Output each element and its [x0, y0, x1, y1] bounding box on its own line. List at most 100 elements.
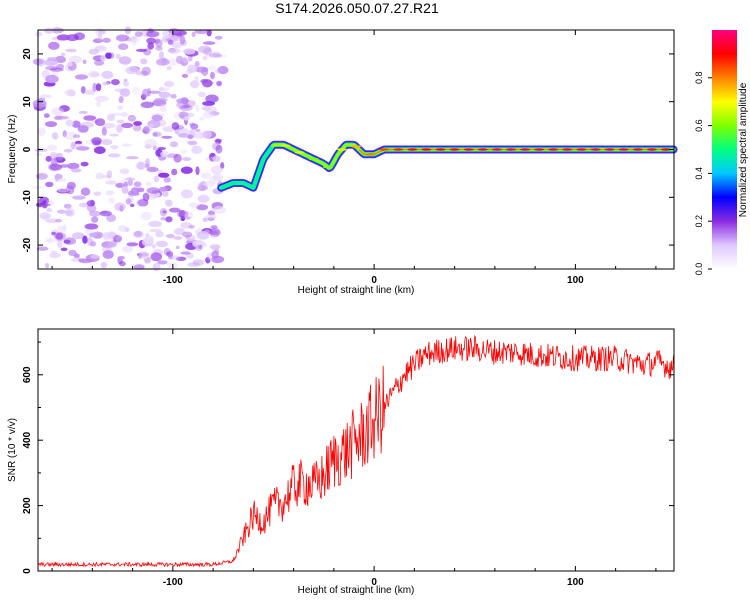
- noise-speckle: [66, 181, 76, 190]
- noise-speckle: [153, 175, 159, 183]
- noise-speckle: [60, 247, 68, 252]
- noise-speckle: [194, 61, 200, 67]
- ridge-hotspot: [491, 148, 502, 151]
- noise-speckle: [95, 172, 105, 180]
- ridge-hotspot: [322, 165, 333, 169]
- noise-speckle: [115, 53, 122, 60]
- spectrogram-y-label: Frequency (Hz): [7, 115, 18, 184]
- noise-speckle: [210, 225, 218, 229]
- noise-speckle: [190, 123, 199, 130]
- noise-speckle: [133, 264, 145, 270]
- noise-speckle: [208, 53, 222, 58]
- noise-speckle: [152, 145, 157, 151]
- x-tick-label: 0: [371, 275, 377, 286]
- noise-speckle: [164, 80, 175, 88]
- noise-speckle: [158, 51, 165, 60]
- noise-speckle: [168, 254, 174, 260]
- noise-speckle: [133, 121, 143, 126]
- ridge-hotspot: [548, 148, 559, 151]
- noise-speckle: [148, 220, 162, 227]
- noise-speckle: [212, 142, 221, 151]
- noise-speckle: [196, 231, 210, 240]
- noise-speckle: [140, 211, 152, 221]
- snr-x-ticks: -100 0 100: [51, 329, 657, 588]
- noise-speckle: [173, 236, 183, 240]
- noise-speckle: [56, 34, 70, 41]
- noise-speckle: [57, 187, 70, 193]
- noise-speckle: [88, 48, 99, 55]
- noise-speckle: [151, 167, 157, 171]
- snr-frame: [37, 328, 675, 572]
- noise-speckle: [62, 224, 67, 232]
- noise-speckle: [45, 155, 52, 162]
- noise-speckle: [71, 232, 85, 240]
- noise-speckle: [121, 185, 129, 194]
- noise-speckle: [179, 105, 193, 112]
- noise-speckle: [203, 180, 216, 187]
- noise-speckle: [73, 134, 81, 138]
- noise-speckle: [35, 173, 48, 180]
- noise-speckle: [46, 218, 59, 223]
- noise-speckle: [158, 119, 167, 127]
- noise-speckle: [205, 94, 219, 103]
- x-tick-label: -100: [163, 275, 183, 286]
- noise-speckle: [211, 250, 219, 259]
- noise-speckle: [133, 124, 142, 132]
- noise-speckle: [188, 202, 200, 208]
- noise-speckle: [100, 55, 106, 62]
- noise-speckle: [105, 190, 115, 196]
- noise-speckle: [125, 198, 132, 205]
- noise-speckle: [117, 256, 126, 260]
- noise-speckle: [180, 222, 192, 229]
- noise-speckle: [171, 255, 180, 261]
- noise-speckle: [202, 217, 208, 222]
- spectrogram-y-ticks: -20 -10 0 10 20: [22, 48, 674, 252]
- noise-speckle: [151, 114, 163, 122]
- noise-speckle: [45, 236, 53, 244]
- noise-speckle: [88, 232, 98, 237]
- noise-speckle: [136, 187, 145, 193]
- snr-series-line: [37, 334, 674, 568]
- noise-speckle: [55, 232, 64, 240]
- ridge-hotspot: [280, 144, 291, 147]
- noise-speckle: [167, 39, 174, 45]
- noise-speckle: [205, 214, 217, 219]
- noise-speckle: [94, 118, 106, 126]
- noise-speckle: [45, 239, 59, 242]
- noise-speckle: [125, 66, 140, 75]
- noise-speckle: [170, 35, 181, 42]
- noise-speckle: [90, 254, 100, 259]
- snr-panel: -100 0 100 0 200 400 600 Height of straight l…: [7, 328, 675, 596]
- noise-speckle: [36, 246, 49, 251]
- y-tick-label: 20: [22, 48, 33, 60]
- noise-speckle: [121, 122, 134, 129]
- noise-speckle: [121, 143, 132, 147]
- noise-speckle: [162, 210, 167, 214]
- noise-speckle: [101, 127, 107, 136]
- noise-speckle: [84, 89, 96, 96]
- noise-speckle: [152, 132, 158, 137]
- ridge-hotspot: [632, 148, 643, 151]
- noise-speckle: [142, 125, 150, 135]
- noise-speckle: [84, 223, 99, 230]
- colorbar-tick-label: 0.8: [694, 72, 704, 85]
- ridge-hotspot: [351, 145, 361, 148]
- noise-speckle: [70, 257, 82, 262]
- noise-speckle: [183, 48, 196, 55]
- colorbar: 0.0 0.2 0.4 0.6 0.8 Normalized spectral ampl…: [694, 30, 749, 275]
- noise-speckle: [157, 169, 163, 174]
- noise-speckle: [150, 252, 163, 262]
- noise-speckle: [169, 58, 177, 67]
- colorbar-tick-label: 0.2: [694, 215, 704, 228]
- noise-speckle: [140, 101, 154, 109]
- noise-speckle: [80, 161, 89, 167]
- noise-speckle: [94, 45, 107, 52]
- colorbar-ticks: 0.0 0.2 0.4 0.6 0.8: [694, 72, 712, 275]
- noise-speckle: [94, 60, 105, 66]
- noise-speckle: [148, 123, 154, 128]
- ridge-hotspot: [393, 148, 404, 151]
- noise-speckle: [97, 33, 103, 42]
- noise-speckle: [60, 52, 66, 57]
- noise-speckle: [182, 231, 193, 238]
- noise-speckle: [212, 205, 226, 214]
